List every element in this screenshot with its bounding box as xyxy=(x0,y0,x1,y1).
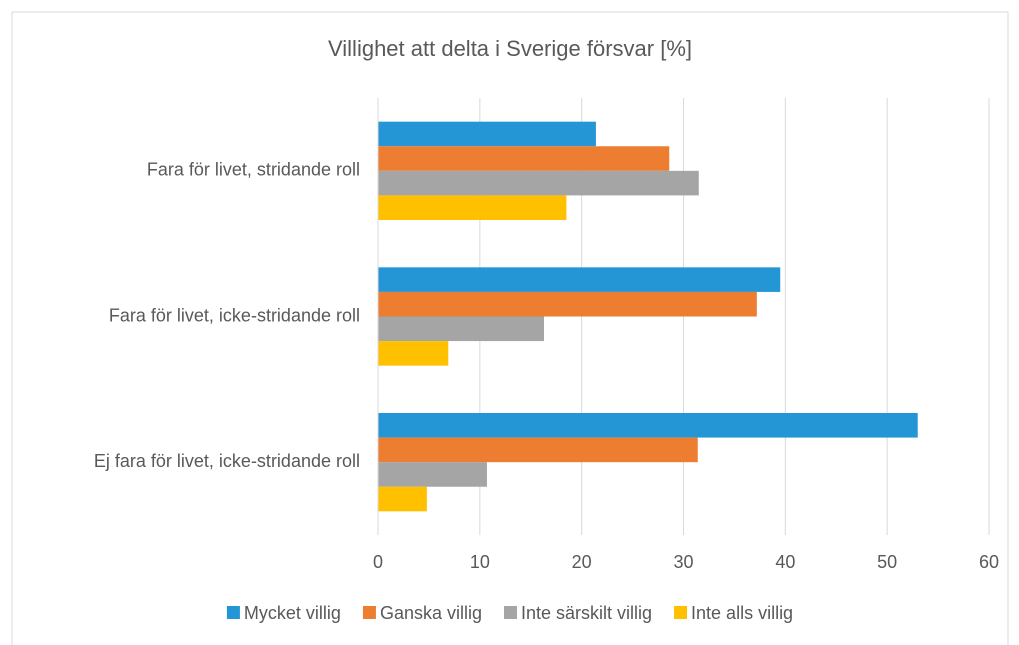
x-tick-label: 0 xyxy=(373,552,383,572)
legend-swatch xyxy=(362,606,376,619)
y-tick-label: Fara för livet, stridande roll xyxy=(147,160,360,180)
x-tick-label: 10 xyxy=(470,552,490,572)
chart-title: Villighet att delta i Sverige försvar [%… xyxy=(328,36,692,61)
bar xyxy=(378,146,670,171)
bar xyxy=(378,316,544,342)
x-tick-label: 20 xyxy=(572,552,592,572)
legend-swatch xyxy=(226,606,240,619)
x-tick-label: 60 xyxy=(979,552,999,572)
bar xyxy=(378,267,781,292)
bar xyxy=(378,462,487,487)
bar xyxy=(378,341,449,366)
bar xyxy=(378,486,427,512)
bar xyxy=(378,121,596,147)
bar xyxy=(378,291,757,317)
x-tick-label: 40 xyxy=(775,552,795,572)
y-tick-label: Fara för livet, icke-stridande roll xyxy=(109,305,360,325)
legend-label: Inte särskilt villig xyxy=(521,603,652,623)
y-tick-label: Ej fara för livet, icke-stridande roll xyxy=(94,451,360,471)
legend-swatch xyxy=(503,606,517,619)
x-tick-label: 50 xyxy=(877,552,897,572)
legend-swatch xyxy=(674,606,688,619)
bar xyxy=(378,195,567,220)
bar xyxy=(378,413,918,438)
legend-label: Ganska villig xyxy=(380,603,482,623)
bar xyxy=(378,170,699,196)
x-tick-label: 30 xyxy=(673,552,693,572)
legend-label: Mycket villig xyxy=(244,603,341,623)
legend-label: Inte alls villig xyxy=(691,603,793,623)
bar xyxy=(378,437,698,463)
